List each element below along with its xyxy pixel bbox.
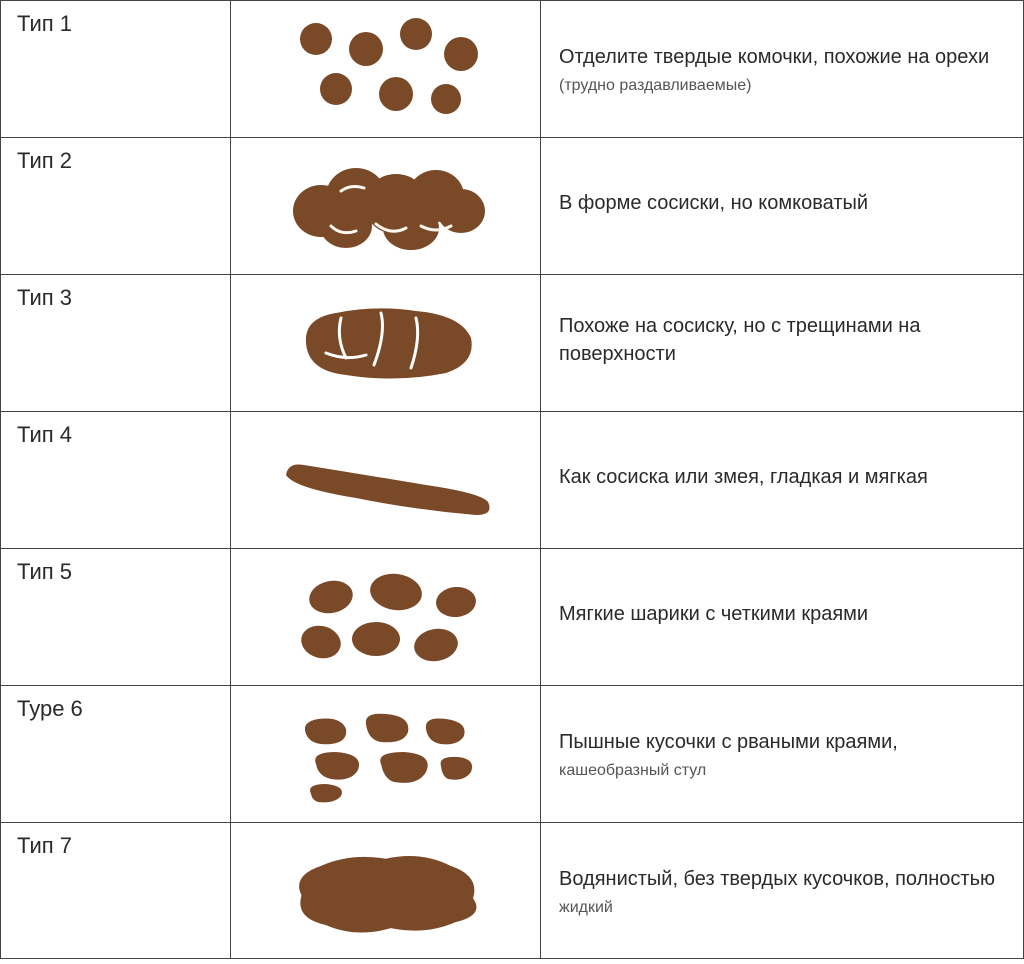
type-label: Тип 4	[1, 412, 231, 548]
type1-icon	[231, 1, 541, 137]
desc-sub-text: (трудно раздавливаемые)	[559, 77, 1005, 95]
type-description: Похоже на сосиску, но с трещинами на пов…	[541, 275, 1023, 411]
desc-main-text: Водянистый, без твердых кусочков, полнос…	[559, 865, 1005, 893]
type6-icon	[231, 686, 541, 822]
type-label: Тип 2	[1, 138, 231, 274]
chart-row: Тип 2 В	[0, 137, 1024, 274]
desc-sub-text: жидкий	[559, 899, 1005, 917]
chart-row: Тип 3 Похоже на сосиску, но с трещинами …	[0, 274, 1024, 411]
type-description: Как сосиска или змея, гладкая и мягкая	[541, 412, 1023, 548]
desc-main-text: Как сосиска или змея, гладкая и мягкая	[559, 463, 1005, 491]
type2-icon	[231, 138, 541, 274]
type3-icon	[231, 275, 541, 411]
type-description: Пышные кусочки с рваными краями, кашеобр…	[541, 686, 1023, 822]
type-label: Тип 3	[1, 275, 231, 411]
desc-main-text: В форме сосиски, но комковатый	[559, 189, 1005, 217]
desc-main-text: Похоже на сосиску, но с трещинами на пов…	[559, 312, 1005, 368]
type4-icon	[231, 412, 541, 548]
desc-sub-text: кашеобразный стул	[559, 762, 1005, 780]
chart-row: Тип 1 Отделите твердые комочки, похожие …	[0, 0, 1024, 137]
type-label: Тип 7	[1, 823, 231, 958]
chart-row: Тип 5 Мягкие шарики с четкими краями	[0, 548, 1024, 685]
desc-main-text: Мягкие шарики с четкими краями	[559, 600, 1005, 628]
type-label: Тип 1	[1, 1, 231, 137]
type7-icon	[231, 823, 541, 958]
chart-row: Тип 7 Водянистый, без твердых кусочков, …	[0, 822, 1024, 959]
chart-row: Тип 4 Как сосиска или змея, гладкая и мя…	[0, 411, 1024, 548]
type-description: Водянистый, без твердых кусочков, полнос…	[541, 823, 1023, 958]
type-description: В форме сосиски, но комковатый	[541, 138, 1023, 274]
desc-main-text: Пышные кусочки с рваными краями,	[559, 728, 1005, 756]
bristol-stool-chart: Тип 1 Отделите твердые комочки, похожие …	[0, 0, 1024, 959]
type-label: Тип 5	[1, 549, 231, 685]
type5-icon	[231, 549, 541, 685]
type-description: Отделите твердые комочки, похожие на оре…	[541, 1, 1023, 137]
type-description: Мягкие шарики с четкими краями	[541, 549, 1023, 685]
desc-main-text: Отделите твердые комочки, похожие на оре…	[559, 43, 1005, 71]
type-label: Туре 6	[1, 686, 231, 822]
chart-row: Туре 6 Пышные кусочки с рваными краями, …	[0, 685, 1024, 822]
